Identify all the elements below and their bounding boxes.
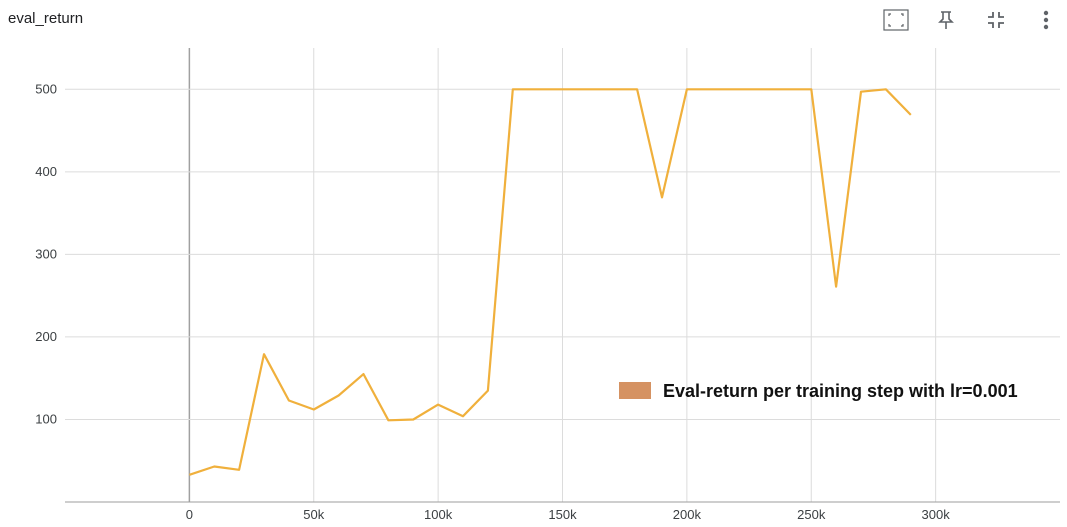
- fit-domain-button[interactable]: [881, 6, 911, 34]
- x-tick-label: 150k: [548, 507, 577, 522]
- legend: Eval-return per training step with lr=0.…: [619, 381, 1018, 401]
- x-tick-label: 250k: [797, 507, 826, 522]
- series-line: [189, 88, 912, 476]
- grid-lines: [65, 48, 1060, 503]
- legend-swatch: [619, 382, 651, 399]
- series-layer: [189, 88, 912, 476]
- chart-title: eval_return: [8, 10, 84, 27]
- pin-icon: [938, 11, 954, 29]
- y-tick-label: 500: [35, 81, 57, 96]
- y-tick-label: 100: [35, 411, 57, 426]
- y-tick-label: 200: [35, 329, 57, 344]
- collapse-button[interactable]: [981, 6, 1011, 34]
- pin-button[interactable]: [931, 6, 961, 34]
- collapse-icon: [988, 12, 1004, 28]
- x-tick-label: 0: [186, 507, 193, 522]
- chart-toolbar: [881, 6, 1061, 34]
- x-tick-label: 200k: [673, 507, 702, 522]
- x-tick-label: 50k: [303, 507, 324, 522]
- x-tick-label: 300k: [922, 507, 951, 522]
- more-options-button[interactable]: [1031, 6, 1061, 34]
- legend-label: Eval-return per training step with lr=0.…: [663, 381, 1018, 401]
- x-tick-label: 100k: [424, 507, 453, 522]
- more-vert-icon: [1043, 10, 1049, 30]
- fit-domain-icon: [883, 9, 909, 31]
- y-tick-label: 400: [35, 164, 57, 179]
- tick-labels: 0 50k 100k 150k 200k 250k 300k 100 200 300 400 500: [35, 81, 950, 522]
- y-tick-label: 300: [35, 246, 57, 261]
